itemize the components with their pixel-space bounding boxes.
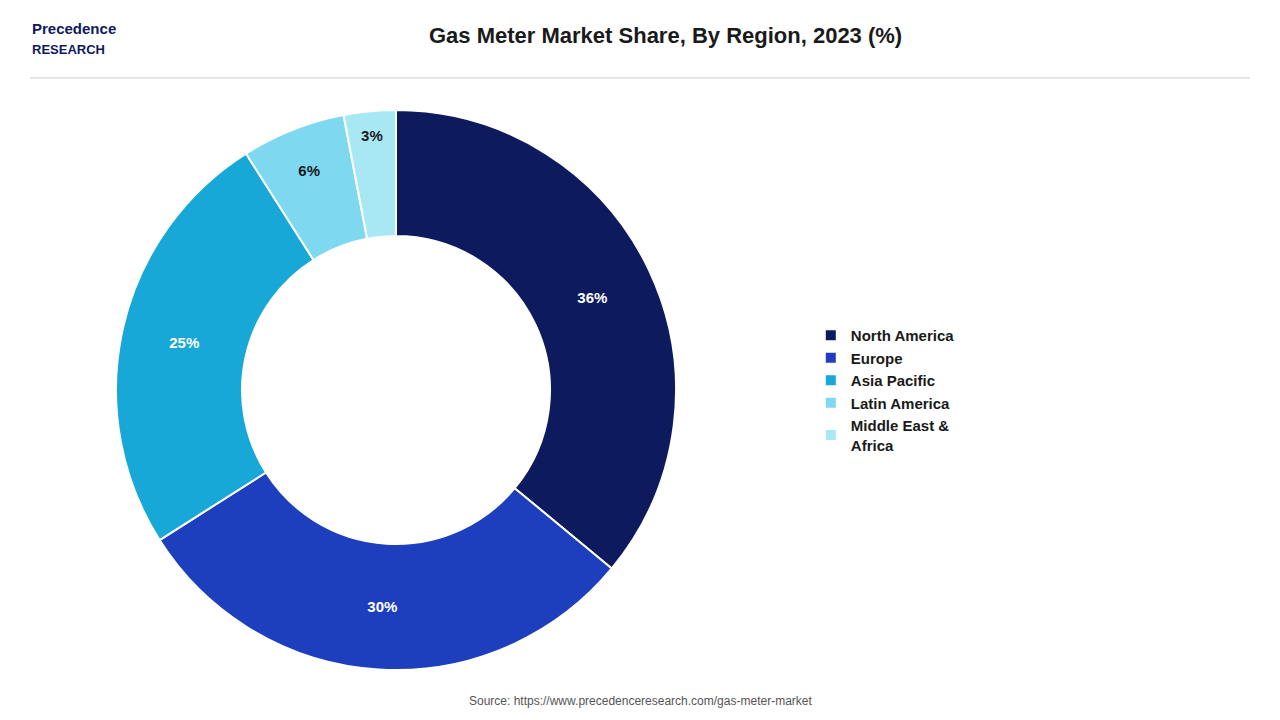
svg-text:Latin America: Latin America: [851, 395, 950, 412]
svg-text:Source: https://www.precedence: Source: https://www.precedenceresearch.c…: [469, 694, 812, 708]
svg-text:North America: North America: [851, 327, 954, 344]
svg-text:30%: 30%: [367, 598, 397, 615]
svg-text:Middle East &Africa: Middle East &Africa: [851, 417, 950, 454]
svg-text:RESEARCH: RESEARCH: [32, 42, 105, 57]
svg-text:Europe: Europe: [851, 350, 903, 367]
svg-text:Gas Meter Market Share, By Reg: Gas Meter Market Share, By Region, 2023 …: [429, 23, 902, 48]
svg-text:Precedence: Precedence: [32, 20, 116, 37]
svg-text:3%: 3%: [361, 127, 383, 144]
svg-text:Asia Pacific: Asia Pacific: [851, 372, 935, 389]
svg-text:6%: 6%: [298, 162, 320, 179]
svg-text:25%: 25%: [169, 334, 199, 351]
svg-text:36%: 36%: [577, 289, 607, 306]
